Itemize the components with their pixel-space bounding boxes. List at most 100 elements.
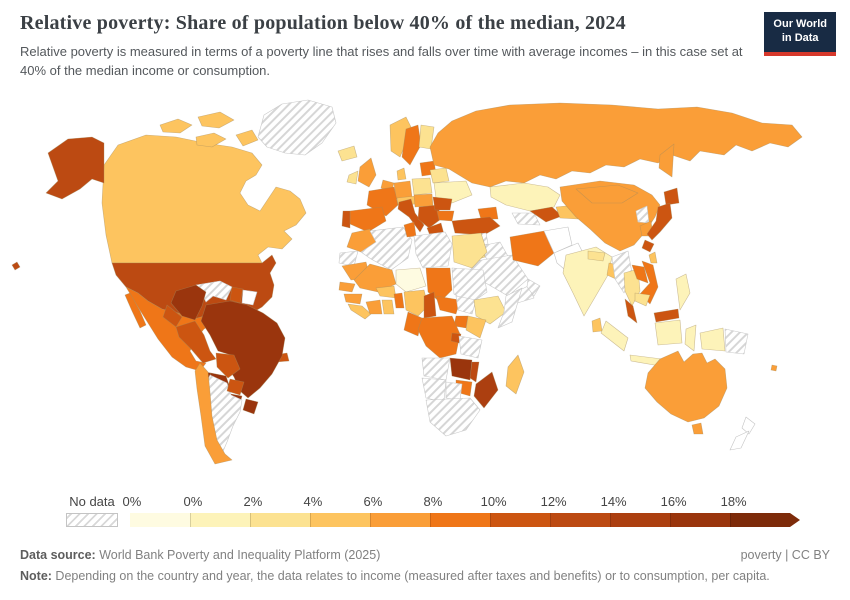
legend-bin-4[interactable]: 6% bbox=[363, 494, 430, 527]
country-chile[interactable]: Chile bbox=[194, 362, 233, 465]
country-caucasus[interactable]: Caucasus bbox=[477, 206, 499, 220]
country-fiji[interactable]: Fiji bbox=[770, 364, 778, 372]
country-congo-gabon[interactable]: Congo & Gabon bbox=[403, 311, 423, 337]
legend-bin-8[interactable]: 14% bbox=[601, 494, 670, 527]
country-south-africa[interactable]: South Africa bbox=[425, 397, 481, 437]
country-italy[interactable]: Italy bbox=[397, 198, 425, 233]
country-india[interactable]: India bbox=[562, 246, 613, 317]
country-portugal[interactable]: Portugal bbox=[341, 210, 351, 229]
country-senegal[interactable]: Senegal bbox=[338, 281, 356, 293]
country-botswana[interactable]: Botswana bbox=[445, 381, 463, 401]
country-romania[interactable]: Romania bbox=[432, 196, 453, 211]
country-suriname[interactable]: Suriname bbox=[241, 289, 258, 306]
country-colombia[interactable]: Colombia bbox=[170, 284, 207, 321]
country-turkey[interactable]: Turkey bbox=[451, 216, 501, 236]
country-nigeria[interactable]: Nigeria bbox=[403, 289, 429, 317]
country-afghanistan[interactable]: Afghanistan bbox=[543, 226, 573, 254]
country-ireland[interactable]: Ireland bbox=[346, 170, 359, 185]
legend-bin-6[interactable]: 10% bbox=[481, 494, 550, 527]
country-ethiopia[interactable]: Ethiopia bbox=[473, 295, 507, 325]
country-canada[interactable]: Canada bbox=[159, 118, 193, 134]
country-rwanda-burundi[interactable]: Rwanda & Burundi bbox=[450, 332, 462, 344]
legend-bin-1[interactable]: 0% bbox=[183, 494, 250, 527]
legend-bin-5[interactable]: 8% bbox=[423, 494, 490, 527]
country-poland[interactable]: Poland bbox=[411, 177, 433, 196]
country-papua-new-guinea[interactable]: Papua New Guinea bbox=[724, 328, 749, 355]
country-new-zealand[interactable]: New Zealand bbox=[729, 430, 750, 451]
country-mozambique[interactable]: Mozambique bbox=[473, 371, 499, 409]
country-china[interactable]: China bbox=[559, 180, 661, 252]
country-vietnam[interactable]: Vietnam bbox=[639, 260, 659, 305]
country-paraguay[interactable]: Paraguay bbox=[226, 378, 245, 396]
country-canada[interactable]: Canada bbox=[197, 111, 235, 129]
country-oman[interactable]: Oman bbox=[526, 278, 541, 297]
country-sweden[interactable]: Sweden bbox=[401, 124, 422, 166]
country-uk[interactable]: United Kingdom bbox=[357, 157, 377, 188]
country-malaysia[interactable]: Malaysia bbox=[624, 298, 638, 324]
country-bulgaria[interactable]: Bulgaria bbox=[436, 210, 455, 222]
country-niger[interactable]: Niger bbox=[395, 267, 427, 293]
country-egypt[interactable]: Egypt bbox=[451, 232, 488, 269]
country-spain[interactable]: Spain bbox=[349, 206, 387, 233]
legend-bin-10[interactable]: 18% bbox=[721, 494, 790, 527]
country-namibia[interactable]: Namibia bbox=[421, 377, 447, 403]
country-malawi[interactable]: Malawi bbox=[469, 361, 480, 383]
country-ukraine[interactable]: Ukraine bbox=[433, 180, 473, 204]
country-guinea[interactable]: Guinea bbox=[343, 293, 363, 305]
country-japan[interactable]: Japan bbox=[641, 239, 655, 253]
country-usa[interactable]: United States bbox=[45, 136, 105, 200]
country-philippines[interactable]: Philippines bbox=[675, 273, 691, 311]
country-central-african-republic[interactable]: Central African Republic bbox=[435, 295, 461, 315]
country-sudan[interactable]: Sudan bbox=[451, 267, 488, 305]
legend-bin-9[interactable]: 16% bbox=[661, 494, 730, 527]
country-bolivia[interactable]: Bolivia bbox=[215, 352, 241, 379]
country-mongolia[interactable]: Mongolia bbox=[575, 184, 639, 204]
legend-bin-7[interactable]: 12% bbox=[541, 494, 610, 527]
country-belarus[interactable]: Belarus bbox=[429, 167, 450, 184]
country-sierra-leone-liberia[interactable]: Sierra Leone & Liberia bbox=[347, 303, 372, 320]
country-australia[interactable]: Australia bbox=[644, 350, 728, 423]
country-benin-togo[interactable]: Benin & Togo bbox=[393, 292, 405, 309]
legend-bin-2[interactable]: 2% bbox=[243, 494, 310, 527]
license-text[interactable]: poverty | CC BY bbox=[740, 548, 830, 562]
legend-bin-0[interactable]: 0% bbox=[122, 494, 190, 527]
country-turkmenistan[interactable]: Turkmenistan bbox=[511, 212, 541, 226]
country-denmark[interactable]: Denmark bbox=[396, 167, 407, 181]
country-madagascar[interactable]: Madagascar bbox=[505, 354, 525, 395]
country-kazakhstan[interactable]: Kazakhstan bbox=[489, 182, 561, 212]
country-germany[interactable]: Germany bbox=[393, 180, 413, 200]
legend-bin-3[interactable]: 4% bbox=[303, 494, 370, 527]
country-russia[interactable]: Russia bbox=[429, 102, 803, 188]
country-indonesia[interactable]: Indonesia bbox=[654, 319, 683, 346]
country-new-zealand[interactable]: New Zealand bbox=[741, 416, 756, 435]
country-indonesia[interactable]: Indonesia bbox=[600, 320, 629, 352]
country-uruguay[interactable]: Uruguay bbox=[242, 398, 259, 415]
legend-no-data-swatch[interactable] bbox=[66, 513, 118, 527]
country-canada[interactable]: Canada bbox=[101, 134, 307, 264]
country-australia[interactable]: Australia bbox=[691, 422, 704, 435]
country-greenland[interactable]: Greenland bbox=[257, 99, 337, 156]
country-japan[interactable]: Japan bbox=[663, 187, 680, 206]
country-drc[interactable]: Democratic Republic of Congo bbox=[417, 315, 461, 359]
country-malaysia[interactable]: Malaysia bbox=[653, 308, 680, 323]
country-burkina-faso[interactable]: Burkina Faso bbox=[375, 285, 397, 299]
country-nepal[interactable]: Nepal bbox=[587, 250, 606, 262]
country-angola[interactable]: Angola bbox=[421, 357, 451, 381]
country-usa[interactable]: United States bbox=[11, 261, 21, 271]
country-ivory-coast[interactable]: Côte d'Ivoire bbox=[365, 299, 383, 315]
country-zambia[interactable]: Zambia bbox=[449, 357, 473, 381]
country-kenya[interactable]: Kenya bbox=[465, 315, 487, 339]
country-south-sudan[interactable]: South Sudan bbox=[455, 295, 477, 315]
country-taiwan[interactable]: Taiwan bbox=[648, 251, 658, 264]
country-russia[interactable]: Russia bbox=[658, 143, 675, 178]
country-iceland[interactable]: Iceland bbox=[337, 145, 358, 162]
country-indonesia[interactable]: Indonesia bbox=[684, 324, 697, 352]
country-libya[interactable]: Libya bbox=[413, 231, 453, 269]
country-mexico[interactable]: Mexico bbox=[124, 292, 147, 329]
country-czechia-hungary[interactable]: Czechia & Hungary bbox=[413, 193, 434, 208]
country-indonesia[interactable]: Indonesia bbox=[699, 327, 726, 352]
country-canada[interactable]: Canada bbox=[235, 129, 259, 147]
country-canada[interactable]: Canada bbox=[195, 132, 227, 148]
owid-logo[interactable]: Our World in Data bbox=[764, 12, 836, 56]
country-brazil[interactable]: Brazil bbox=[200, 300, 286, 399]
